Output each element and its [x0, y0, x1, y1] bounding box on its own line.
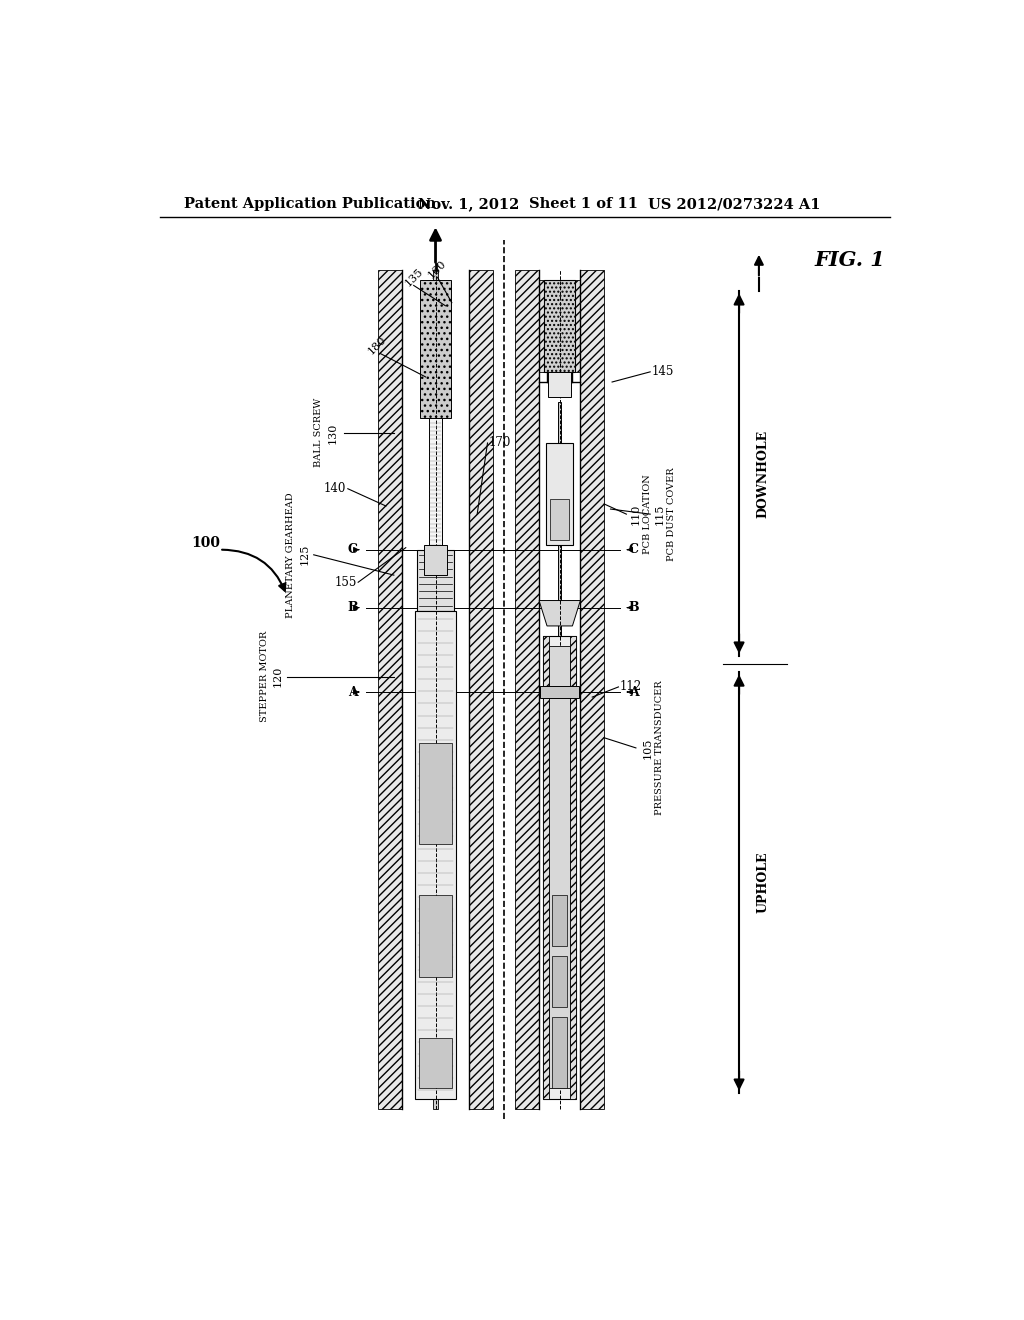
Bar — [433, 271, 438, 1109]
Bar — [558, 403, 561, 1057]
Bar — [552, 895, 567, 946]
Bar — [549, 647, 570, 1089]
Text: FIG. 1: FIG. 1 — [814, 249, 885, 271]
Bar — [378, 271, 401, 1109]
Bar — [415, 611, 457, 1098]
Text: 100: 100 — [191, 536, 220, 549]
Text: A: A — [348, 685, 357, 698]
Text: 130: 130 — [328, 422, 338, 444]
Bar — [549, 372, 571, 397]
Text: 180: 180 — [367, 334, 388, 356]
Bar — [420, 280, 451, 417]
Bar — [469, 271, 494, 1109]
Polygon shape — [539, 601, 581, 626]
Text: UPHOLE: UPHOLE — [757, 851, 769, 913]
Bar — [429, 417, 442, 549]
Bar — [570, 636, 577, 1098]
Text: Nov. 1, 2012: Nov. 1, 2012 — [418, 197, 519, 211]
Text: 155: 155 — [334, 576, 356, 589]
Text: PCB LOCATION: PCB LOCATION — [643, 474, 652, 554]
Text: A: A — [629, 685, 638, 698]
Text: BALL SCREW: BALL SCREW — [314, 399, 323, 467]
Bar — [547, 444, 573, 545]
Bar — [539, 280, 548, 372]
FancyArrowPatch shape — [222, 549, 286, 591]
Text: C: C — [629, 544, 639, 556]
Bar — [544, 280, 575, 372]
Bar — [550, 499, 569, 540]
Text: Sheet 1 of 11: Sheet 1 of 11 — [528, 197, 638, 211]
Text: 120: 120 — [272, 667, 283, 688]
Bar — [552, 956, 567, 1007]
Bar — [543, 636, 549, 1098]
Text: 115: 115 — [654, 503, 665, 525]
Bar — [417, 549, 454, 611]
Bar — [572, 280, 581, 372]
Text: 140: 140 — [324, 482, 346, 495]
Text: 110: 110 — [631, 503, 641, 525]
Bar — [515, 271, 539, 1109]
Bar — [419, 1038, 453, 1089]
Bar — [543, 636, 577, 1098]
Text: Patent Application Publication: Patent Application Publication — [183, 197, 435, 211]
Text: 135: 135 — [403, 267, 426, 289]
Text: 170: 170 — [489, 437, 511, 450]
Text: C: C — [347, 544, 357, 556]
Text: 145: 145 — [652, 366, 674, 379]
Text: PLANETARY GEARHEAD: PLANETARY GEARHEAD — [286, 492, 295, 618]
Bar — [581, 271, 604, 1109]
Bar — [539, 271, 581, 1109]
Bar — [419, 743, 453, 845]
Bar — [552, 1018, 567, 1089]
Bar — [419, 895, 453, 977]
Text: 112: 112 — [620, 680, 642, 693]
Bar — [401, 271, 469, 1109]
Text: B: B — [628, 601, 639, 614]
Text: PRESSURE TRANSDUCER: PRESSURE TRANSDUCER — [655, 681, 665, 816]
Text: PCB DUST COVER: PCB DUST COVER — [667, 467, 676, 561]
Text: 105: 105 — [643, 738, 653, 759]
Text: 125: 125 — [299, 544, 309, 565]
Text: STEPPER MOTOR: STEPPER MOTOR — [260, 631, 269, 722]
Bar — [424, 545, 447, 576]
Text: 160: 160 — [426, 259, 447, 280]
Text: DOWNHOLE: DOWNHOLE — [757, 429, 769, 517]
Bar — [540, 686, 580, 698]
Text: B: B — [347, 601, 358, 614]
Text: US 2012/0273224 A1: US 2012/0273224 A1 — [648, 197, 820, 211]
